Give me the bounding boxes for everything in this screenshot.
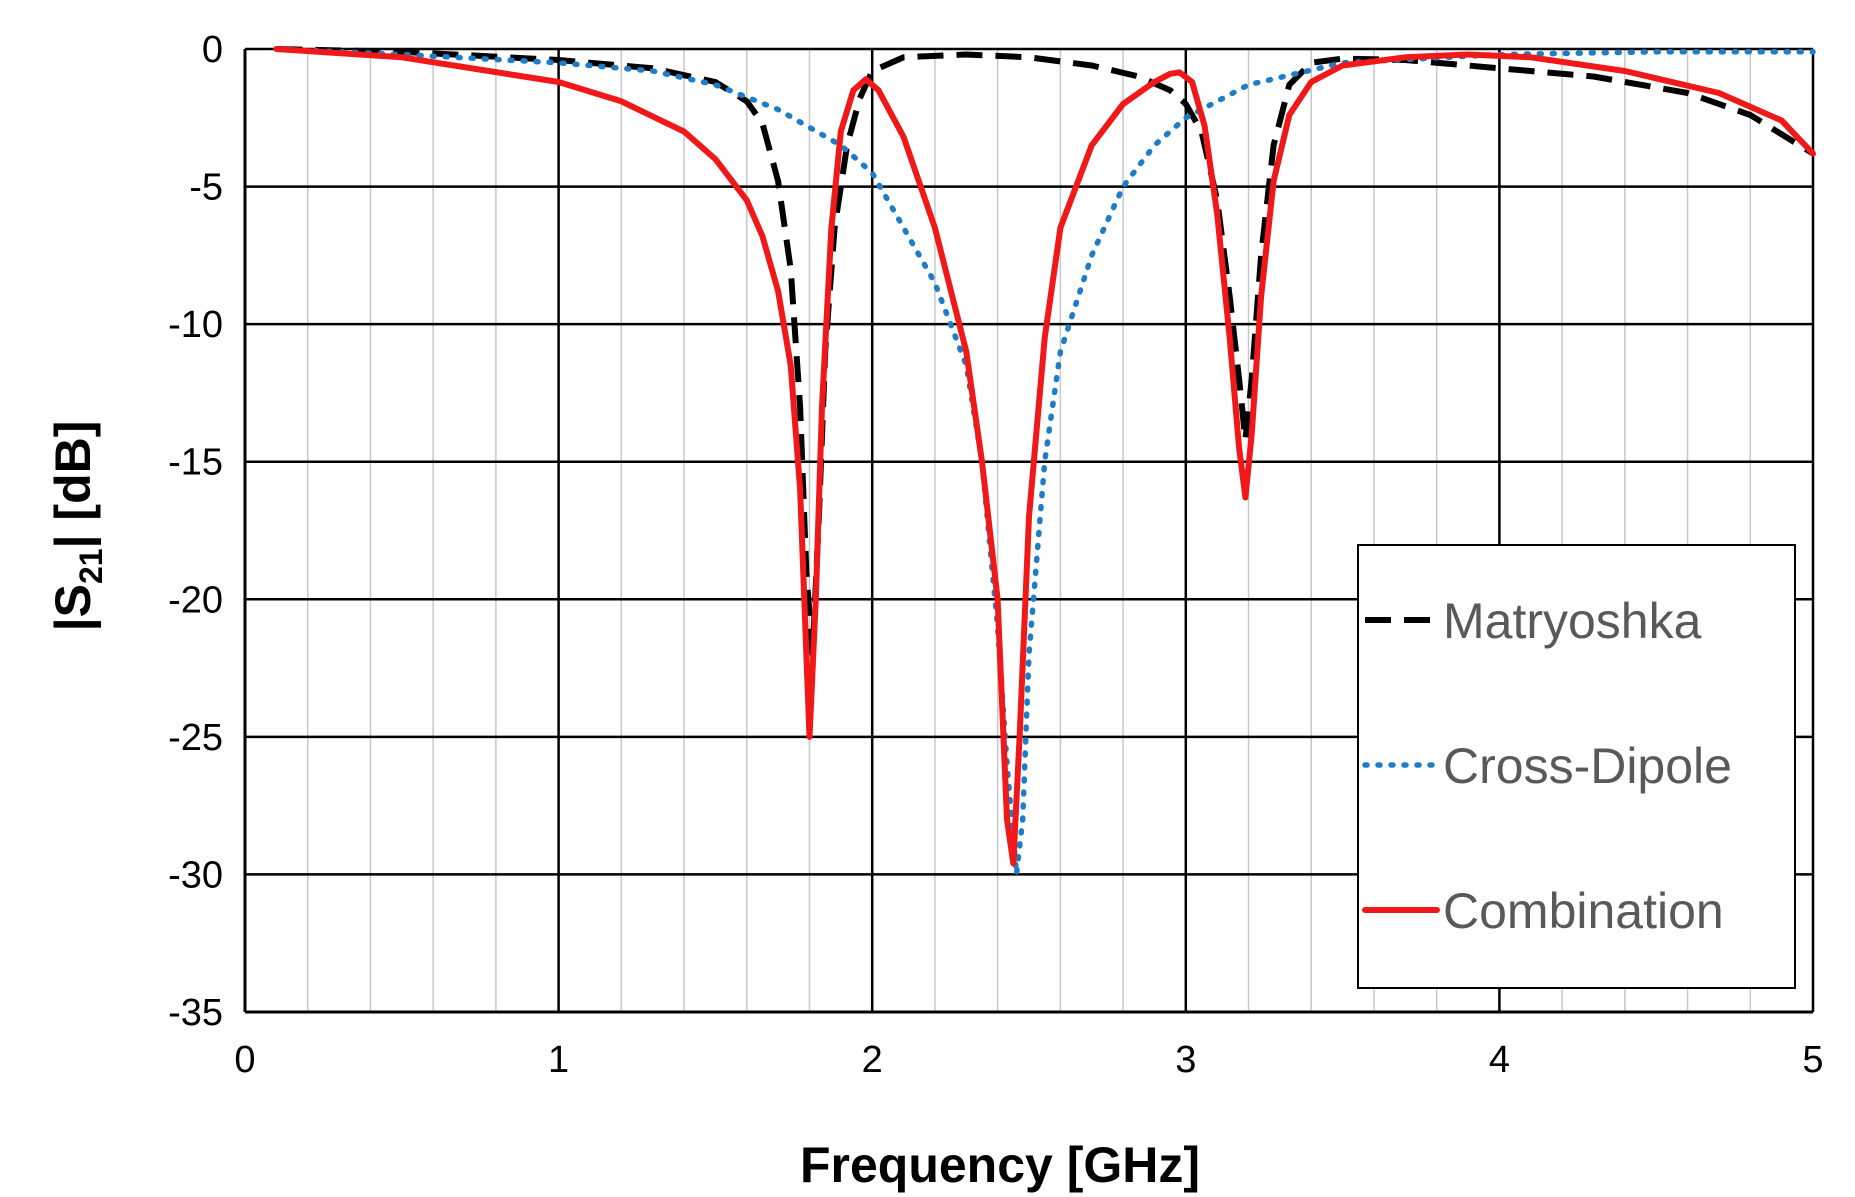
y-axis-title-prefix: |S — [45, 584, 102, 631]
x-tick-label: 4 — [1489, 1039, 1510, 1081]
x-tick-label: 1 — [548, 1039, 569, 1081]
x-tick-label: 2 — [862, 1039, 883, 1081]
legend-label: Matryoshka — [1443, 593, 1702, 649]
x-axis-title: Frequency [GHz] — [800, 1137, 1200, 1193]
legend-label: Cross-Dipole — [1443, 738, 1732, 794]
y-axis-title-subscript: 21 — [73, 548, 109, 584]
y-tick-label: -25 — [168, 717, 223, 759]
x-tick-label: 5 — [1802, 1039, 1823, 1081]
legend: Matryoshka Cross-Dipole Combination — [1357, 544, 1796, 989]
x-tick-label: 3 — [1175, 1039, 1196, 1081]
y-tick-label: -10 — [168, 304, 223, 346]
x-tick-labels: 0 1 2 3 4 5 — [234, 1039, 1823, 1081]
y-tick-label: -30 — [168, 854, 223, 896]
y-tick-labels: 0 -5 -10 -15 -20 -25 -30 -35 — [168, 29, 223, 1034]
legend-label: Combination — [1443, 883, 1724, 939]
y-axis-title-suffix: | [dB] — [45, 421, 102, 549]
y-tick-label: -20 — [168, 579, 223, 621]
series-layer — [273, 46, 1816, 878]
y-tick-label: -35 — [168, 992, 223, 1034]
axes — [243, 49, 1813, 1014]
y-tick-label: 0 — [202, 29, 223, 71]
series-line-combination — [273, 46, 1816, 867]
y-tick-label: -5 — [189, 167, 223, 209]
series-line-matryoshka — [276, 46, 1815, 658]
y-axis-title: |S21| [dB] — [45, 421, 109, 632]
x-tick-label: 0 — [234, 1039, 255, 1081]
y-tick-label: -15 — [168, 442, 223, 484]
